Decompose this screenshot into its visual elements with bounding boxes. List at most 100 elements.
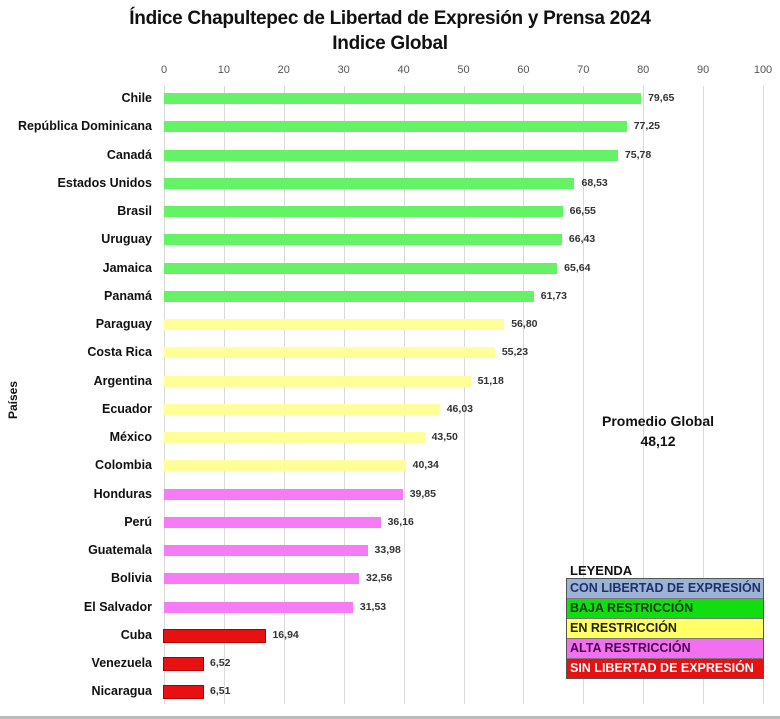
country-label: Brasil xyxy=(117,204,152,218)
country-label: Panamá xyxy=(104,288,152,303)
average-value: 48,12 xyxy=(640,433,676,449)
bar xyxy=(164,601,353,613)
bar xyxy=(164,93,642,104)
bar xyxy=(162,657,205,671)
gridline xyxy=(763,86,764,704)
gridline xyxy=(164,86,165,704)
value-label: 39,85 xyxy=(409,487,436,500)
bar-row: El Salvador 31,53 xyxy=(0,598,780,618)
bar xyxy=(164,319,505,330)
gridline xyxy=(523,86,525,704)
bar-row: República Dominicana 77,25 xyxy=(0,117,780,137)
gridline xyxy=(703,86,705,704)
chart-subtitle: Indice Global xyxy=(332,33,448,54)
bar xyxy=(164,375,471,387)
bar-row: Guatemala 33,98 xyxy=(0,541,780,561)
x-tick-label: 40 xyxy=(397,64,410,76)
country-label: Chile xyxy=(121,91,152,105)
bar-row: Jamaica 65,64 xyxy=(0,259,780,279)
x-tick-label: 90 xyxy=(696,64,710,76)
bar xyxy=(164,262,558,274)
bar xyxy=(164,516,381,528)
bar-row: Bolivia 32,56 xyxy=(0,569,780,589)
bar xyxy=(164,177,575,189)
value-label: 33,98 xyxy=(374,544,401,556)
bar xyxy=(163,685,204,700)
country-label: Perú xyxy=(124,514,152,529)
bar-row: Colombia 40,34 xyxy=(0,456,780,476)
x-tick-label: 80 xyxy=(637,64,650,76)
legend-item: SIN LIBERTAD DE EXPRESIÓN xyxy=(567,659,763,678)
country-label: Honduras xyxy=(93,486,152,501)
country-label: Colombia xyxy=(95,458,152,473)
gridline xyxy=(403,86,405,704)
legend-item: EN RESTRICCIÓN xyxy=(567,619,763,639)
value-label: 31,53 xyxy=(359,600,387,613)
legend-item: CON LIBERTAD DE EXPRESIÓN xyxy=(567,579,763,599)
value-label: 43,50 xyxy=(431,431,458,443)
gridline xyxy=(223,86,225,704)
country-label: Bolivia xyxy=(111,571,152,586)
country-label: Estados Unidos xyxy=(57,175,152,190)
frame-border xyxy=(0,716,780,719)
country-label: Canadá xyxy=(106,147,152,162)
value-label: 51,18 xyxy=(477,374,504,387)
bar xyxy=(164,488,403,500)
country-label: Uruguay xyxy=(101,232,152,247)
legend-item: ALTA RESTRICCIÓN xyxy=(567,639,763,659)
value-label: 46,03 xyxy=(446,402,473,415)
legend-item: BAJA RESTRICCIÓN xyxy=(567,599,763,619)
bar-row: Paraguay 56,80 xyxy=(0,315,780,335)
bar-row: Argentina 51,18 xyxy=(0,372,780,392)
value-label: 55,23 xyxy=(501,346,529,359)
value-label: 61,73 xyxy=(540,289,568,302)
country-label: México xyxy=(109,430,152,444)
country-label: Paraguay xyxy=(95,317,152,331)
bar xyxy=(164,573,360,585)
value-label: 66,43 xyxy=(568,233,596,246)
average-label: Promedio Global xyxy=(601,413,714,429)
bar xyxy=(164,460,406,472)
bar xyxy=(164,290,534,302)
bar xyxy=(164,206,563,217)
value-label: 79,65 xyxy=(648,92,675,104)
bar-row: Panamá 61,73 xyxy=(0,287,780,307)
country-label: Costa Rica xyxy=(87,345,152,360)
country-label: Ecuador xyxy=(101,401,152,416)
x-tick-label: 0 xyxy=(160,64,168,76)
country-label: Guatemala xyxy=(88,543,152,557)
bar xyxy=(164,149,618,161)
x-tick-label: 20 xyxy=(277,64,290,76)
bar-row: Perú 36,16 xyxy=(0,513,780,533)
value-label: 56,80 xyxy=(511,318,538,330)
bar xyxy=(164,432,425,443)
y-axis-label: Países xyxy=(6,380,21,420)
bar xyxy=(164,121,627,133)
country-label: República Dominicana xyxy=(17,119,152,134)
value-label: 36,16 xyxy=(387,515,414,528)
bar xyxy=(164,347,495,359)
gridline xyxy=(343,86,345,704)
gridline xyxy=(463,86,465,704)
bar xyxy=(164,403,440,415)
x-tick-label: 30 xyxy=(337,64,350,76)
value-label: 65,64 xyxy=(564,261,591,274)
bar xyxy=(164,545,368,556)
value-label: 32,56 xyxy=(366,572,393,585)
bar-row: México 43,50 xyxy=(0,428,780,448)
x-tick-label: 60 xyxy=(517,64,530,76)
average-annotation: Promedio Global 48,12 xyxy=(598,411,718,451)
value-label: 40,34 xyxy=(412,459,439,472)
bar xyxy=(162,628,267,643)
country-label: Venezuela xyxy=(91,656,152,670)
bar-row: Nicaragua 6,51 xyxy=(0,682,780,702)
bar-row: Brasil 66,55 xyxy=(0,202,780,222)
value-label: 6,51 xyxy=(209,685,231,698)
country-label: Jamaica xyxy=(102,260,152,275)
bar-row: Ecuador 46,03 xyxy=(0,400,780,420)
country-label: El Salvador xyxy=(83,599,152,614)
bar xyxy=(164,234,562,246)
value-label: 68,53 xyxy=(581,176,608,189)
gridline xyxy=(283,86,285,704)
value-label: 6,52 xyxy=(210,657,231,669)
